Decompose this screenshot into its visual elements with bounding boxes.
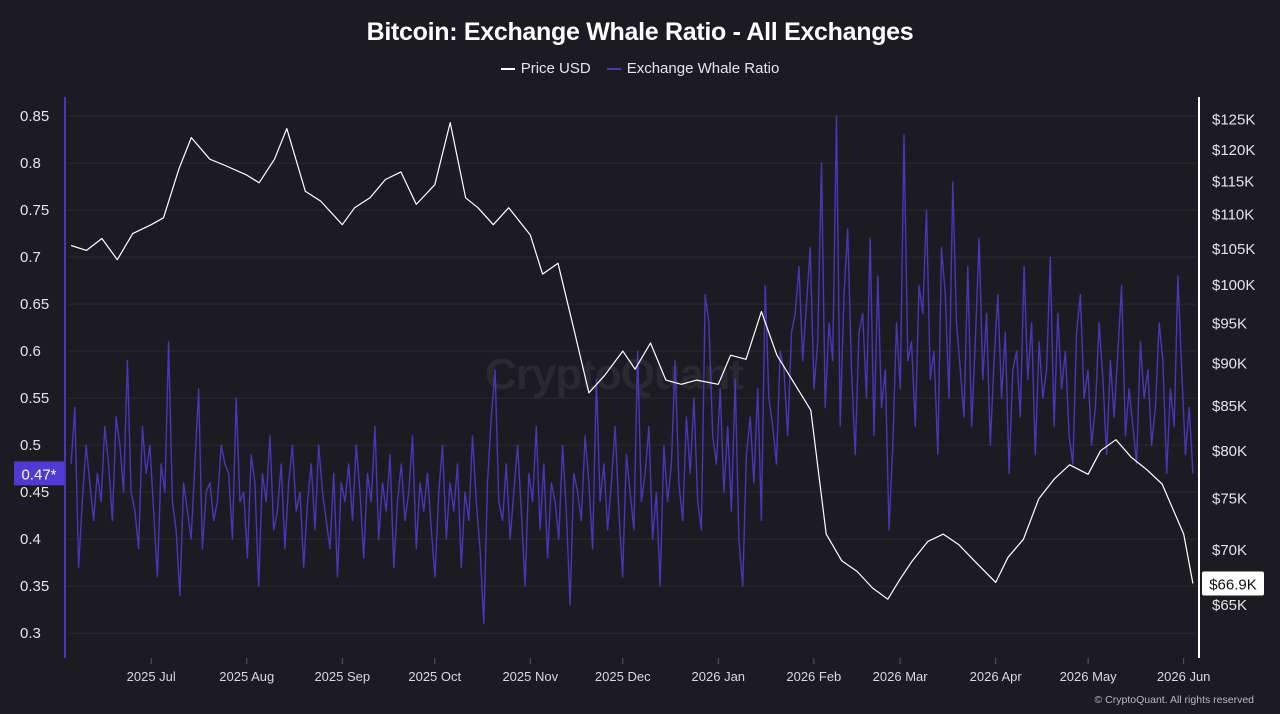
left-tick-label: 0.7 bbox=[20, 249, 41, 266]
whale-ratio-series bbox=[70, 115, 1194, 625]
watermark-logo-text: CryptoQuant bbox=[485, 350, 744, 399]
right-tick-label: $70K bbox=[1212, 542, 1247, 559]
left-tick-label: 0.75 bbox=[20, 202, 49, 219]
right-tick-label: $65K bbox=[1212, 597, 1247, 614]
left-tick-label: 0.85 bbox=[20, 108, 49, 125]
x-tick-label: 2025 Nov bbox=[502, 669, 558, 684]
x-axis-ticks: 2025 Jul 2025 Aug 2025 Sep 2025 Oct 2025 Nov… bbox=[127, 658, 1211, 684]
x-tick-label: 2026 Apr bbox=[970, 669, 1023, 684]
x-tick-label: 2026 Jan bbox=[692, 669, 746, 684]
chart-legend: Price USD Exchange Whale Ratio bbox=[0, 60, 1280, 77]
left-tick-label: 0.55 bbox=[20, 390, 49, 407]
whale-ratio-current-badge bbox=[14, 461, 64, 486]
right-tick-label: $95K bbox=[1212, 315, 1247, 332]
right-tick-label: $75K bbox=[1212, 491, 1247, 508]
right-tick-label: $100K bbox=[1212, 277, 1255, 294]
legend-swatch-whale-ratio bbox=[606, 67, 621, 70]
x-tick-label: 2025 Dec bbox=[595, 669, 651, 684]
right-tick-label: $105K bbox=[1212, 241, 1255, 258]
left-tick-label: 0.65 bbox=[20, 296, 49, 313]
price-line[interactable] bbox=[70, 121, 1194, 600]
right-tick-label: $80K bbox=[1212, 443, 1247, 460]
price-current-badge bbox=[1202, 571, 1264, 596]
price-current-value: $66.9K bbox=[1209, 576, 1257, 593]
left-tick-label: 0.4 bbox=[20, 531, 41, 548]
x-tick-label: 2025 Oct bbox=[408, 669, 461, 684]
right-tick-label: $120K bbox=[1212, 142, 1255, 159]
left-axis-ticks: 0.85 0.8 0.75 0.7 0.65 0.6 0.55 0.5 0.45 0.4 0.35 0… bbox=[20, 108, 49, 642]
right-axis-ticks: $125K $120K $115K $110K $105K $100K $95K $90K $8… bbox=[1212, 112, 1255, 614]
left-tick-label: 0.45 bbox=[20, 484, 49, 501]
x-tick-label: 2026 Feb bbox=[786, 669, 841, 684]
grid-lines bbox=[68, 115, 1196, 634]
legend-label-price: Price USD bbox=[520, 60, 591, 77]
right-tick-label: $110K bbox=[1212, 206, 1254, 223]
x-tick-label: 2026 Jun bbox=[1157, 669, 1211, 684]
right-tick-label: $85K bbox=[1212, 398, 1247, 415]
left-tick-label: 0.8 bbox=[20, 155, 41, 172]
legend-label-whale-ratio: Exchange Whale Ratio bbox=[626, 60, 780, 77]
left-tick-label: 0.3 bbox=[20, 625, 41, 642]
whale-ratio-line[interactable] bbox=[70, 115, 1194, 625]
left-tick-label: 0.5 bbox=[20, 437, 41, 454]
copyright-notice: © CryptoQuant. All rights reserved bbox=[1094, 694, 1254, 706]
x-tick-label: 2026 Mar bbox=[873, 669, 929, 684]
legend-item-price[interactable]: Price USD bbox=[500, 60, 591, 77]
x-tick-label: 2025 Aug bbox=[219, 669, 274, 684]
right-tick-label: $125K bbox=[1212, 112, 1255, 129]
legend-item-whale-ratio[interactable]: Exchange Whale Ratio bbox=[606, 60, 780, 77]
chart-title: Bitcoin: Exchange Whale Ratio - All Exch… bbox=[366, 18, 914, 46]
right-tick-label: $115K bbox=[1212, 173, 1254, 190]
x-tick-label: 2025 Jul bbox=[127, 669, 176, 684]
left-tick-label: 0.6 bbox=[20, 343, 41, 360]
whale-ratio-current-value: 0.47* bbox=[21, 466, 56, 483]
x-tick-label: 2025 Sep bbox=[314, 669, 370, 684]
right-tick-label: $90K bbox=[1212, 355, 1247, 372]
legend-swatch-price bbox=[500, 67, 515, 70]
current-value-badges: 0.47* $66.9K bbox=[14, 461, 1264, 596]
x-tick-label: 2026 May bbox=[1060, 669, 1118, 684]
left-tick-label: 0.35 bbox=[20, 578, 49, 595]
price-series bbox=[70, 121, 1194, 600]
